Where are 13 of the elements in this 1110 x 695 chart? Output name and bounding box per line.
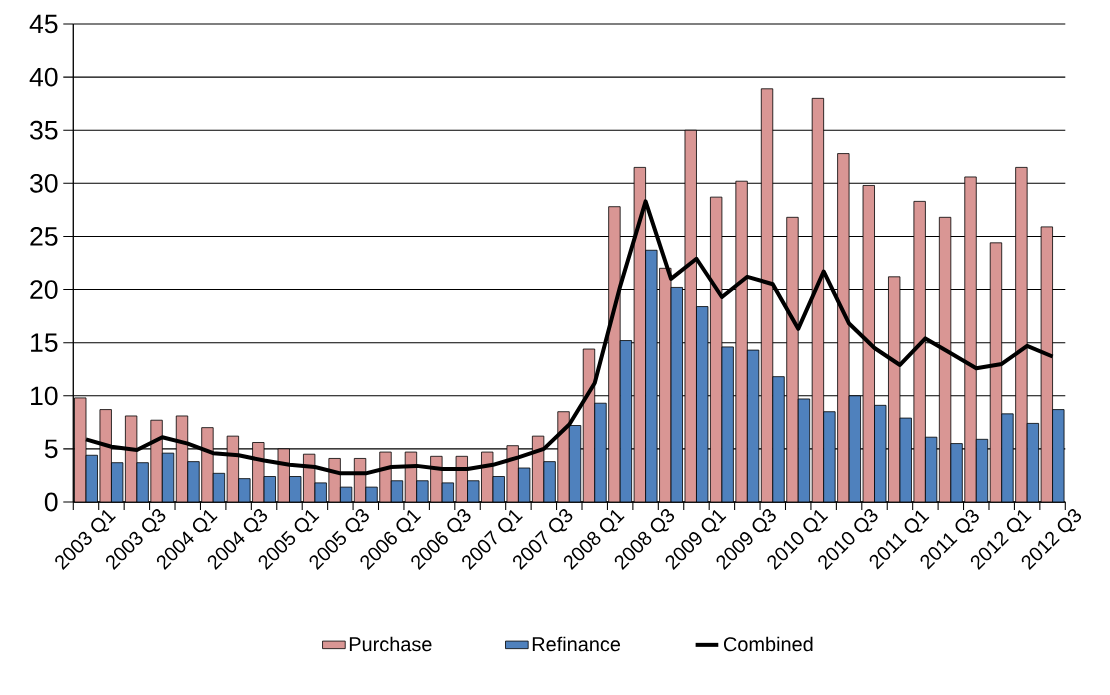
legend-label: Combined [723, 636, 813, 652]
y-tick-label: 30 [30, 173, 58, 193]
y-tick-label: 15 [31, 333, 58, 352]
y-tick-label: 35 [30, 120, 58, 140]
y-tick-label: 45 [29, 14, 58, 34]
y-tick-label: 40 [29, 67, 58, 87]
y-tick-label: 20 [30, 280, 58, 299]
y-tick-label: 10 [31, 386, 58, 406]
y-tick-label: 0 [44, 492, 58, 512]
y-tick-label: 25 [30, 227, 58, 246]
legend-label: Refinance [532, 636, 621, 652]
y-tick-label: 5 [44, 439, 58, 459]
legend-label: Purchase [349, 636, 432, 652]
